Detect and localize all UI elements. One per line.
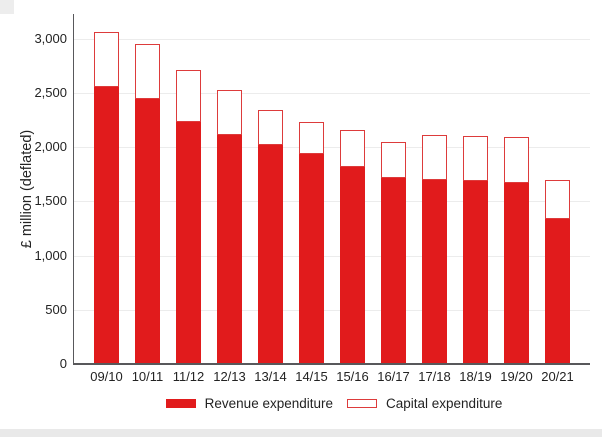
legend-item-capital: Capital expenditure	[347, 396, 502, 411]
revenue-segment-16/17	[381, 178, 406, 364]
x-tick-label: 12/13	[213, 369, 246, 384]
revenue-segment-18/19	[463, 181, 488, 364]
capital-segment-15/16	[340, 130, 365, 167]
capital-swatch-icon	[347, 399, 377, 408]
revenue-segment-09/10	[94, 86, 119, 364]
x-tick-label: 17/18	[418, 369, 451, 384]
capital-segment-19/20	[504, 136, 529, 184]
capital-segment-09/10	[94, 32, 119, 87]
x-axis-line	[73, 363, 590, 365]
revenue-segment-17/18	[422, 180, 447, 364]
y-tick-label: 3,000	[34, 30, 67, 46]
capital-segment-10/11	[135, 44, 160, 100]
x-tick-label: 19/20	[500, 369, 533, 384]
revenue-segment-15/16	[340, 166, 365, 364]
revenue-segment-12/13	[217, 135, 242, 364]
x-tick-label: 10/11	[131, 369, 164, 384]
capital-segment-16/17	[381, 142, 406, 179]
capital-segment-20/21	[545, 179, 570, 220]
revenue-segment-11/12	[176, 121, 201, 364]
x-tick-label: 16/17	[377, 369, 410, 384]
gridline	[74, 38, 590, 40]
x-tick-label: 18/19	[459, 369, 492, 384]
y-tick-label: 2,500	[34, 84, 67, 100]
revenue-segment-19/20	[504, 183, 529, 364]
capital-segment-13/14	[258, 109, 283, 145]
y-tick-label: 1,000	[34, 247, 67, 263]
legend-item-revenue: Revenue expenditure	[165, 396, 333, 411]
capital-segment-14/15	[299, 121, 324, 154]
revenue-segment-13/14	[258, 144, 283, 364]
gridline	[74, 309, 590, 311]
legend-label-revenue: Revenue expenditure	[204, 396, 333, 411]
gridline	[74, 201, 590, 203]
capital-segment-17/18	[422, 135, 447, 181]
revenue-segment-20/21	[545, 219, 570, 364]
y-tick-label: 500	[45, 301, 67, 317]
legend: Revenue expenditure Capital expenditure	[0, 396, 602, 411]
capital-segment-11/12	[176, 69, 201, 122]
bottom-strip	[0, 429, 602, 437]
corner-artifact	[0, 0, 14, 14]
x-tick-label: 09/10	[90, 369, 123, 384]
x-tick-label: 13/14	[254, 369, 287, 384]
revenue-segment-10/11	[135, 99, 160, 364]
x-tick-label: 11/12	[172, 369, 205, 384]
y-tick-label: 0	[59, 356, 67, 371]
gridline	[74, 255, 590, 257]
x-tick-label: 14/15	[295, 369, 328, 384]
gridline	[74, 92, 590, 94]
gridline	[74, 147, 590, 149]
revenue-swatch-icon	[165, 399, 196, 408]
y-axis-title: £ million (deflated)	[19, 129, 35, 249]
capital-segment-12/13	[217, 89, 242, 136]
y-tick-label: 2,000	[34, 139, 67, 155]
legend-label-capital: Capital expenditure	[386, 396, 503, 411]
capital-segment-18/19	[463, 136, 488, 182]
revenue-segment-14/15	[299, 153, 324, 364]
x-tick-label: 15/16	[336, 369, 369, 384]
x-tick-label: 20/21	[541, 369, 574, 384]
y-tick-label: 1,500	[34, 193, 67, 209]
y-axis-line	[73, 14, 75, 364]
